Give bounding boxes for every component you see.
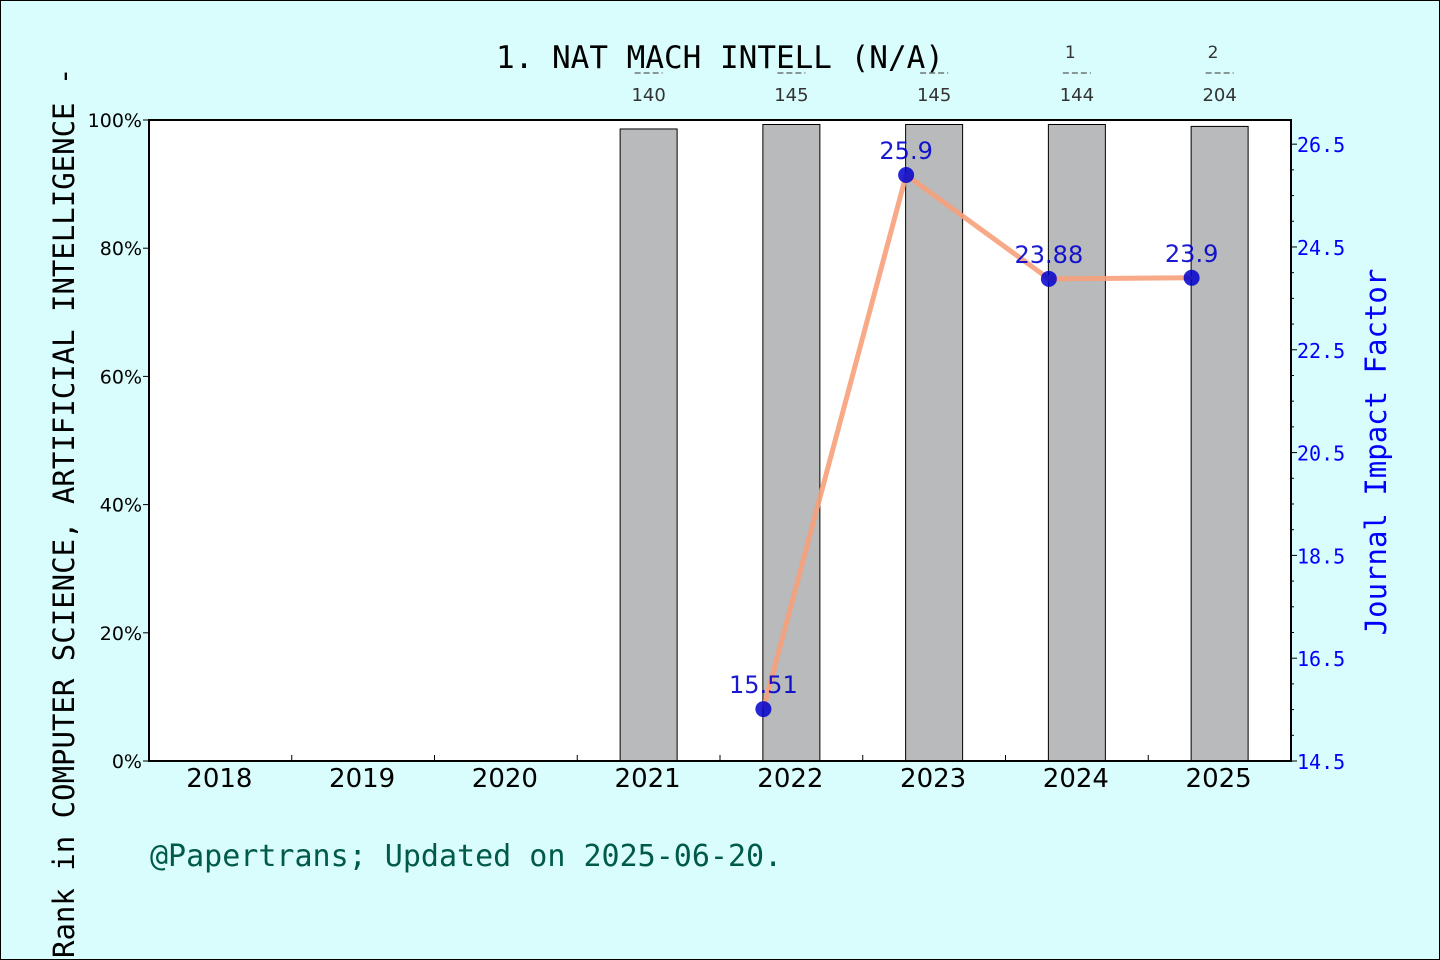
x-tick-label: 2018 xyxy=(186,764,252,794)
impact-factor-line xyxy=(760,172,1192,710)
left-tick-label: 60% xyxy=(100,366,142,388)
right-tick-label: 16.5 xyxy=(1297,647,1345,671)
plot-area xyxy=(149,120,1291,761)
rank-total: 144 xyxy=(1060,85,1094,106)
left-axis-label: Rank in COMPUTER SCIENCE, ARTIFICIAL INT… xyxy=(47,68,81,958)
right-y-axis: 14.5 16.5 18.5 20.5 22.5 24.5 26.5 xyxy=(1291,133,1345,774)
point-labels: 15.51 25.9 23.88 23.9 xyxy=(729,137,1218,699)
left-y-axis: 0% 20% 40% 60% 80% 100% xyxy=(88,110,149,773)
impact-factor-point xyxy=(898,167,915,184)
x-tick-label: 2019 xyxy=(329,764,395,794)
x-axis: 2018 2019 2020 2021 2022 2023 2024 2025 xyxy=(186,755,1252,794)
x-tick-label: 2024 xyxy=(1043,764,1109,794)
impact-factor-point xyxy=(1183,269,1200,286)
impact-factor-label: 25.9 xyxy=(879,137,932,165)
impact-factor-point xyxy=(1040,270,1057,287)
x-tick-label: 2022 xyxy=(757,764,823,794)
left-tick-label: 80% xyxy=(100,238,142,260)
right-tick-label: 14.5 xyxy=(1297,750,1345,774)
bar-2023 xyxy=(905,123,964,762)
left-tick-label: 20% xyxy=(100,623,142,645)
impact-factor-point xyxy=(755,701,772,718)
footer-credit: @Papertrans; Updated on 2025-06-20. xyxy=(150,839,782,874)
rank-labels: 140 145 145 1 144 2 204 xyxy=(631,43,1236,106)
rank-total: 145 xyxy=(774,85,808,106)
right-tick-label: 24.5 xyxy=(1297,236,1345,260)
x-tick-label: 2021 xyxy=(615,764,681,794)
x-tick-label: 2025 xyxy=(1186,764,1252,794)
rank-number: 1 xyxy=(1065,43,1076,63)
bar-2024 xyxy=(1047,123,1106,762)
bar-2021 xyxy=(619,128,678,762)
impact-factor-label: 15.51 xyxy=(729,671,798,699)
x-tick-label: 2020 xyxy=(472,764,538,794)
rank-number: 2 xyxy=(1208,43,1219,63)
left-tick-label: 40% xyxy=(100,495,142,517)
rank-total: 204 xyxy=(1202,85,1236,106)
right-tick-label: 18.5 xyxy=(1297,544,1345,568)
rank-total: 145 xyxy=(917,85,951,106)
chart-title: 1. NAT MACH INTELL (N/A) xyxy=(496,40,944,76)
right-tick-label: 26.5 xyxy=(1297,133,1345,157)
rank-total: 140 xyxy=(631,85,665,106)
right-tick-label: 22.5 xyxy=(1297,339,1345,363)
right-tick-label: 20.5 xyxy=(1297,442,1345,466)
line-layer xyxy=(755,167,1200,718)
left-tick-label: 100% xyxy=(88,110,142,132)
left-tick-label: 0% xyxy=(112,751,142,773)
bar-2022 xyxy=(762,123,821,762)
impact-factor-label: 23.9 xyxy=(1165,240,1218,268)
bar-2025 xyxy=(1190,125,1249,762)
impact-factor-label: 23.88 xyxy=(1015,241,1084,269)
right-axis-label: Journal Impact Factor xyxy=(1359,269,1393,636)
x-tick-label: 2023 xyxy=(900,764,966,794)
